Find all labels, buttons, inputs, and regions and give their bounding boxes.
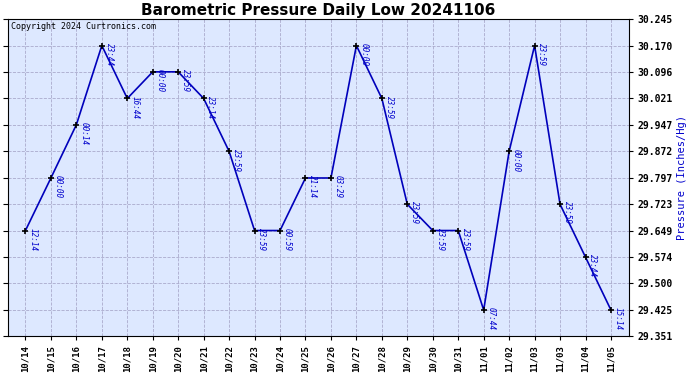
Text: 00:59: 00:59 <box>283 228 292 251</box>
Text: 23:59: 23:59 <box>410 201 419 225</box>
Text: 15:14: 15:14 <box>613 307 623 330</box>
Text: 00:14: 00:14 <box>79 122 88 145</box>
Text: 23:59: 23:59 <box>538 43 546 66</box>
Text: 23:59: 23:59 <box>181 69 190 92</box>
Text: 23:59: 23:59 <box>461 228 470 251</box>
Text: 00:00: 00:00 <box>54 175 63 198</box>
Text: 16:44: 16:44 <box>130 96 139 119</box>
Text: 23:59: 23:59 <box>563 201 572 225</box>
Text: 07:44: 07:44 <box>486 307 495 330</box>
Text: 03:29: 03:29 <box>334 175 343 198</box>
Text: 23:59: 23:59 <box>232 148 241 172</box>
Text: 21:14: 21:14 <box>308 175 317 198</box>
Text: 23:59: 23:59 <box>435 228 444 251</box>
Text: 00:00: 00:00 <box>512 148 521 172</box>
Text: 00:00: 00:00 <box>359 43 368 66</box>
Text: 23:59: 23:59 <box>257 228 266 251</box>
Text: 23:59: 23:59 <box>384 96 393 119</box>
Text: 23:44: 23:44 <box>105 43 114 66</box>
Text: 23:14: 23:14 <box>206 96 215 119</box>
Text: 23:44: 23:44 <box>589 254 598 278</box>
Text: 00:00: 00:00 <box>155 69 164 92</box>
Text: 12:14: 12:14 <box>28 228 37 251</box>
Y-axis label: Pressure (Inches/Hg): Pressure (Inches/Hg) <box>677 115 687 240</box>
Title: Barometric Pressure Daily Low 20241106: Barometric Pressure Daily Low 20241106 <box>141 3 495 18</box>
Text: Copyright 2024 Curtronics.com: Copyright 2024 Curtronics.com <box>11 22 156 31</box>
